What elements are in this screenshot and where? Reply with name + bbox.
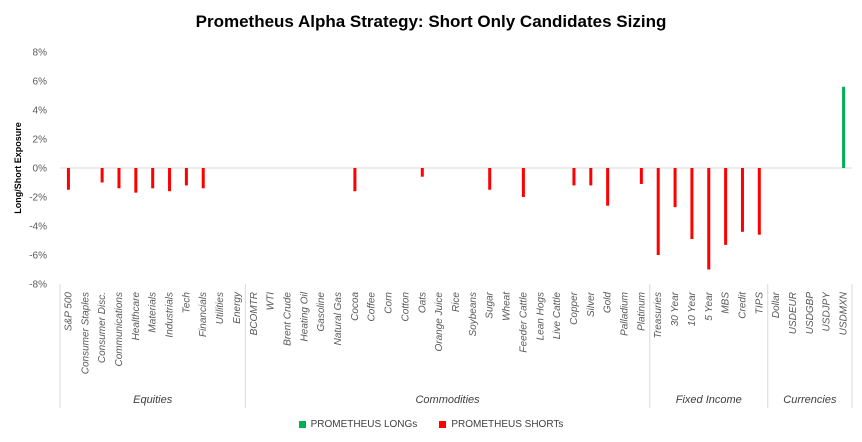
y-tick-label: -6% [29,251,47,262]
x-tick-label: Lean Hogs [535,292,546,340]
short-bar [184,168,188,186]
x-tick-label: Treasuries [653,292,664,339]
short-bar [151,168,155,189]
short-bar [117,168,121,189]
y-tick-label: 0% [33,164,48,175]
x-tick-label: Feeder Cattle [518,292,529,353]
chart-title: Prometheus Alpha Strategy: Short Only Ca… [195,12,667,31]
x-tick-label: Orange Juice [434,292,445,352]
x-tick-label: 10 Year [687,291,698,326]
y-axis-title: Long/Short Exposure [13,122,23,214]
y-tick-label: 6% [33,77,48,88]
x-tick-label: TIPS [754,292,765,315]
legend-label-longs: PROMETHEUS LONGs [310,419,418,430]
short-bar [100,168,104,183]
x-tick-label: Brent Crude [282,292,293,346]
x-tick-label: Utilities [215,292,226,324]
x-tick-label: Industrials [165,292,176,338]
short-bar [589,168,593,186]
short-bar [521,168,525,197]
x-tick-label: Sugar [485,291,496,318]
x-tick-label: Communications [114,292,125,366]
y-tick-label: 4% [33,106,48,117]
x-tick-label: S&P 500 [63,292,74,332]
x-tick-label: Natural Gas [333,292,344,345]
x-tick-label: Wheat [502,291,513,321]
short-bar [201,168,205,189]
short-bar [572,168,576,186]
x-tick-label: Copper [569,291,580,324]
x-tick-label: Dollar [771,291,782,318]
x-tick-label: Corn [384,292,395,314]
x-tick-label: Consumer Staples [80,292,91,374]
x-tick-label: Gold [603,292,614,314]
x-tick-label: Financials [198,292,209,337]
short-bar [420,168,424,177]
x-tick-label: Rice [451,292,462,312]
x-tick-label: MBS [721,292,732,314]
x-tick-label: USDMXN [839,291,850,335]
x-tick-label: Heating Oil [299,291,310,341]
group-label: Equities [133,394,173,406]
x-tick-label: Tech [181,292,192,314]
short-bar [66,168,70,190]
short-bar [168,168,172,192]
group-label: Fixed Income [676,394,742,406]
chart-legend: PROMETHEUS LONGs PROMETHEUS SHORTs [0,419,862,430]
x-tick-label: 30 Year [670,291,681,326]
short-bar [134,168,138,193]
x-tick-label: Healthcare [131,292,142,341]
y-tick-label: -4% [29,222,47,233]
legend-label-shorts: PROMETHEUS SHORTs [451,419,564,430]
x-tick-label: Platinum [636,292,647,331]
x-tick-label: Palladium [620,292,631,336]
x-tick-label: Gasoline [316,292,327,332]
short-bar [656,168,660,255]
y-tick-label: -8% [29,280,47,291]
group-label: Commodities [415,394,480,406]
short-bar [707,168,711,270]
y-tick-label: 8% [33,48,48,59]
short-bar [724,168,728,245]
x-tick-label: Live Cattle [552,292,563,340]
x-tick-label: Coffee [367,292,378,322]
y-tick-label: -2% [29,193,47,204]
short-bar [673,168,677,208]
group-label: Currencies [783,394,837,406]
x-tick-label: Silver [586,291,597,317]
x-tick-label: USDJPY [822,291,833,332]
short-bar [606,168,610,206]
long-bar [842,86,846,168]
legend-item-longs: PROMETHEUS LONGs [298,419,418,430]
x-tick-label: Cocoa [350,292,361,321]
x-tick-label: Cotton [400,292,411,322]
x-tick-label: WTI [266,292,277,311]
x-tick-label: Soybeans [468,292,479,336]
x-tick-label: Credit [737,291,748,319]
x-tick-label: Energy [232,291,243,324]
short-bar [639,168,643,184]
legend-item-shorts: PROMETHEUS SHORTs [439,419,563,430]
x-tick-label: BCOMTR [249,292,260,335]
x-tick-label: Materials [148,292,159,333]
legend-swatch-longs [298,421,306,428]
legend-swatch-shorts [439,421,447,428]
short-bar [488,168,492,190]
short-bar [353,168,357,192]
y-tick-label: 2% [33,135,48,146]
x-tick-label: 5 Year [704,291,715,320]
short-bar [690,168,694,240]
x-tick-label: Consumer Disc. [97,292,108,363]
x-tick-label: USDEUR [788,292,799,334]
short-bar [740,168,744,232]
short-bar [757,168,761,235]
x-tick-label: Oats [417,292,428,313]
x-tick-label: USDGBP [805,292,816,335]
